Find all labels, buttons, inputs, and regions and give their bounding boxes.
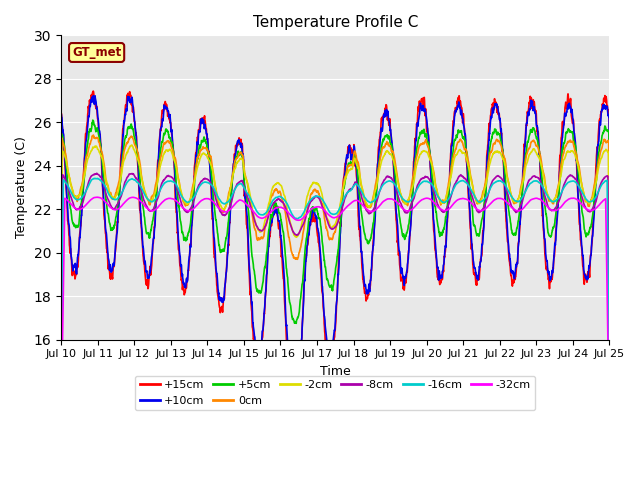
-2cm <box>495 150 502 156</box>
-32cm <box>495 195 502 201</box>
-8cm <box>495 173 502 179</box>
0cm <box>605 374 613 380</box>
+15cm <box>290 414 298 420</box>
+15cm <box>57 300 65 306</box>
+5cm <box>557 162 565 168</box>
0cm <box>573 151 580 157</box>
+10cm <box>495 111 503 117</box>
0cm <box>351 149 359 155</box>
-2cm <box>128 142 136 148</box>
-8cm <box>211 190 218 195</box>
-16cm <box>495 178 502 183</box>
-32cm <box>557 204 565 210</box>
+5cm <box>57 351 65 357</box>
-32cm <box>605 432 613 437</box>
+15cm <box>211 252 218 258</box>
Text: GT_met: GT_met <box>72 46 121 59</box>
+15cm <box>605 309 613 315</box>
+5cm <box>605 353 613 359</box>
-32cm <box>211 200 218 206</box>
-32cm <box>57 432 65 437</box>
-16cm <box>57 417 65 423</box>
-16cm <box>573 180 580 186</box>
-2cm <box>351 156 359 162</box>
+10cm <box>90 93 97 99</box>
-8cm <box>364 208 371 214</box>
+5cm <box>495 132 502 137</box>
+5cm <box>351 155 359 161</box>
+15cm <box>557 134 565 140</box>
+5cm <box>211 202 218 208</box>
-32cm <box>573 196 580 202</box>
Y-axis label: Temperature (C): Temperature (C) <box>15 137 28 239</box>
+10cm <box>557 149 565 155</box>
0cm <box>557 161 565 167</box>
+10cm <box>605 305 613 311</box>
-16cm <box>364 198 371 204</box>
-16cm <box>92 176 99 181</box>
Line: -16cm: -16cm <box>61 179 609 420</box>
+15cm <box>351 162 359 168</box>
Line: -2cm: -2cm <box>61 145 609 390</box>
+5cm <box>573 152 580 157</box>
-32cm <box>364 207 371 213</box>
-16cm <box>605 418 613 423</box>
+15cm <box>495 110 503 116</box>
Line: -8cm: -8cm <box>61 173 609 412</box>
-8cm <box>351 179 359 185</box>
+10cm <box>291 398 298 404</box>
Line: 0cm: 0cm <box>61 135 609 377</box>
+15cm <box>90 88 97 94</box>
+10cm <box>351 157 359 163</box>
+10cm <box>211 235 218 241</box>
Legend: +15cm, +10cm, +5cm, 0cm, -2cm, -8cm, -16cm, -32cm: +15cm, +10cm, +5cm, 0cm, -2cm, -8cm, -16… <box>135 376 535 410</box>
+15cm <box>364 296 371 301</box>
Line: +5cm: +5cm <box>61 120 609 356</box>
-16cm <box>557 191 565 196</box>
-2cm <box>364 202 371 207</box>
+10cm <box>364 288 371 293</box>
Line: +10cm: +10cm <box>61 96 609 401</box>
+10cm <box>573 156 580 162</box>
Title: Temperature Profile C: Temperature Profile C <box>253 15 418 30</box>
-2cm <box>57 386 65 392</box>
-8cm <box>573 177 580 183</box>
-8cm <box>57 408 65 414</box>
-32cm <box>351 198 359 204</box>
Line: -32cm: -32cm <box>61 197 609 434</box>
0cm <box>90 132 97 138</box>
-8cm <box>93 170 100 176</box>
Line: +15cm: +15cm <box>61 91 609 417</box>
-2cm <box>573 157 580 163</box>
-2cm <box>605 387 613 393</box>
-32cm <box>93 194 101 200</box>
-8cm <box>557 192 565 198</box>
-16cm <box>211 186 218 192</box>
-2cm <box>557 171 565 177</box>
+10cm <box>57 302 65 308</box>
+15cm <box>573 163 580 168</box>
+5cm <box>364 238 371 243</box>
X-axis label: Time: Time <box>320 365 351 378</box>
-8cm <box>605 409 613 415</box>
0cm <box>57 370 65 375</box>
0cm <box>495 138 502 144</box>
+5cm <box>89 117 97 123</box>
0cm <box>364 204 371 209</box>
0cm <box>211 177 218 183</box>
-2cm <box>211 176 218 182</box>
-16cm <box>351 181 359 187</box>
